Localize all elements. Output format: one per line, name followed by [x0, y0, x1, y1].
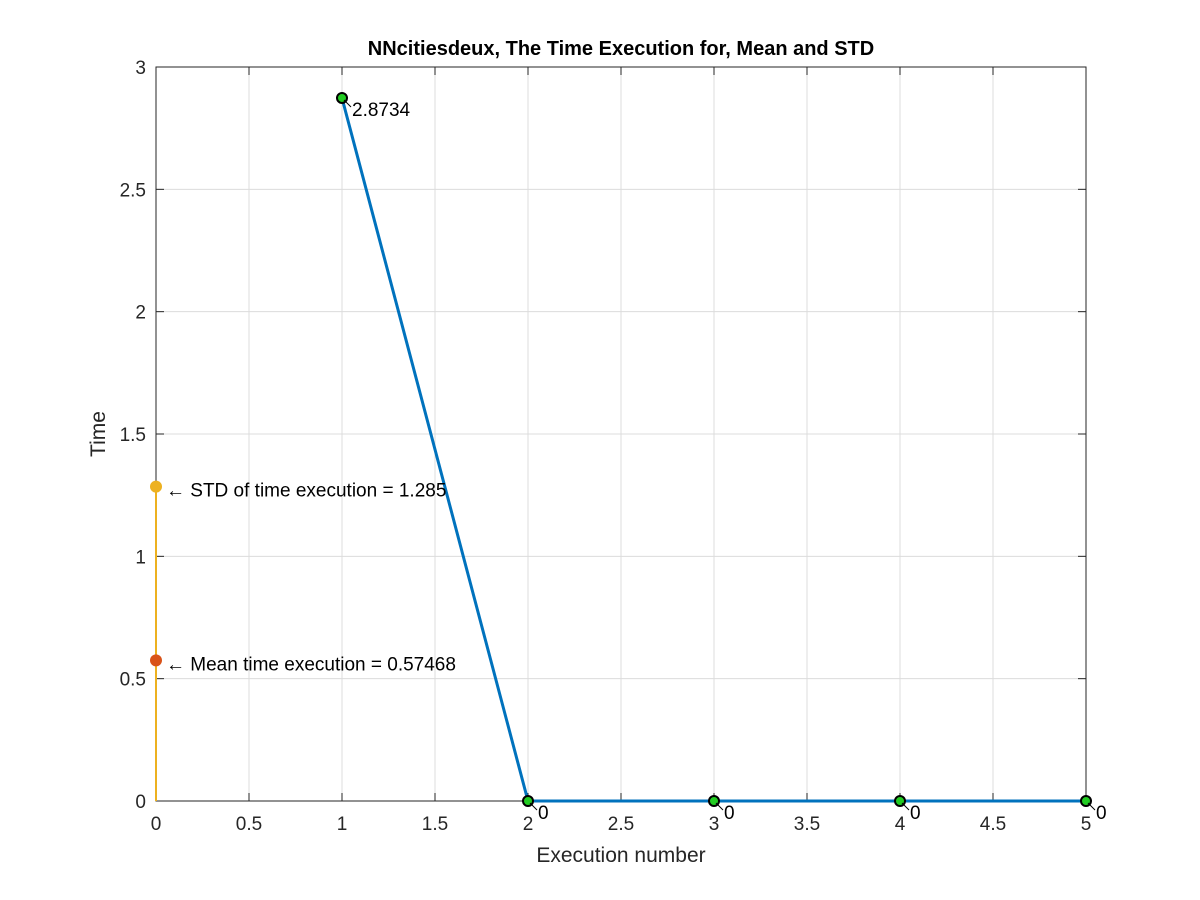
x-tick-label: 4 [895, 814, 906, 835]
y-axis-label: Time [87, 411, 110, 457]
label-arrow [529, 802, 538, 811]
y-tick-label: 3 [135, 58, 146, 79]
data-label: 0 [910, 803, 921, 824]
x-tick-label: 2 [523, 814, 534, 835]
stat-point [150, 480, 162, 493]
x-tick-label: 3 [709, 814, 720, 835]
x-tick-label: 1 [337, 814, 348, 835]
data-label: 2.8734 [352, 100, 411, 121]
data-label: 0 [538, 803, 549, 824]
x-tick-label: 3.5 [794, 814, 820, 835]
chart-title: NNcitiesdeux, The Time Execution for, Me… [368, 38, 874, 60]
annotations: ← STD of time execution = 1.285 ← Mean ti… [150, 480, 456, 675]
x-axis-label: Execution number [536, 844, 705, 867]
label-arrow [1087, 802, 1096, 811]
y-tick-label: 2.5 [120, 180, 146, 201]
x-tick-label: 0.5 [236, 814, 262, 835]
label-arrow [343, 99, 352, 108]
x-tick-label: 2.5 [608, 814, 634, 835]
x-tick-label: 5 [1081, 814, 1092, 835]
y-tick-label: 2 [135, 303, 146, 324]
axis-ticks: 0 0.5 1 1.5 2 2.5 3 3.5 4 4.5 5 0 0.5 1 1.5 2 2.5 3 [120, 58, 1092, 835]
x-tick-label: 0 [151, 814, 162, 835]
y-tick-label: 1 [135, 547, 146, 568]
x-tick-label: 1.5 [422, 814, 448, 835]
plot-series: 2.8734 0 0 0 0 [155, 91, 1107, 824]
stat-label: ← STD of time execution = 1.285 [166, 481, 446, 502]
data-label: 0 [724, 803, 735, 824]
data-label: 0 [1096, 803, 1107, 824]
stat-label: ← Mean time execution = 0.57468 [166, 654, 456, 675]
label-arrow [715, 802, 724, 811]
stat-point [150, 654, 162, 667]
label-arrow [901, 802, 910, 811]
x-tick-label: 4.5 [980, 814, 1006, 835]
y-tick-label: 0.5 [120, 670, 146, 691]
y-tick-label: 1.5 [120, 425, 146, 446]
y-tick-label: 0 [135, 792, 146, 813]
